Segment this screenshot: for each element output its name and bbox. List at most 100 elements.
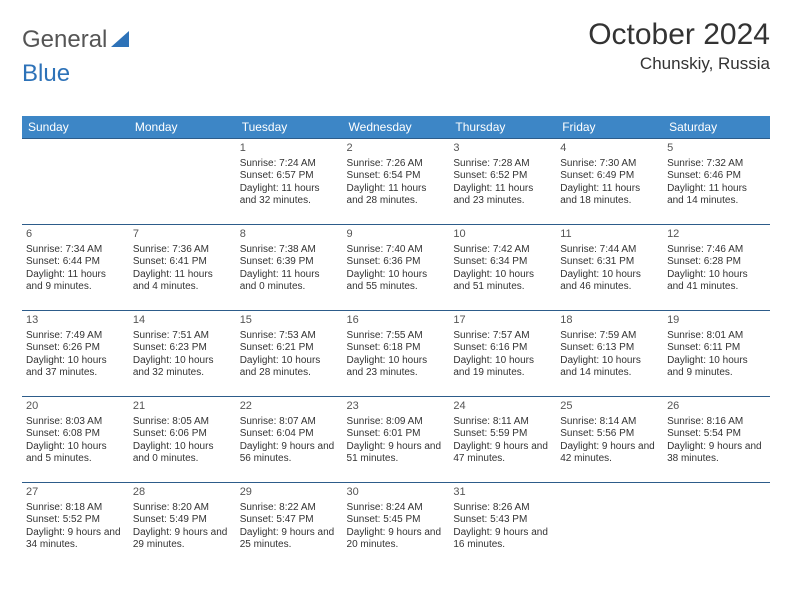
daylight-text: Daylight: 9 hours and 34 minutes. [26, 527, 125, 552]
day-number: 23 [347, 400, 446, 414]
calendar-cell [663, 483, 770, 569]
sunset-text: Sunset: 5:59 PM [453, 428, 552, 441]
sunset-text: Sunset: 6:21 PM [240, 342, 339, 355]
month-title: October 2024 [588, 18, 770, 52]
day-number: 21 [133, 400, 232, 414]
sunset-text: Sunset: 6:44 PM [26, 256, 125, 269]
sunset-text: Sunset: 5:43 PM [453, 514, 552, 527]
calendar-cell [129, 139, 236, 225]
day-number: 12 [667, 228, 766, 242]
daylight-text: Daylight: 10 hours and 23 minutes. [347, 355, 446, 380]
daylight-text: Daylight: 10 hours and 28 minutes. [240, 355, 339, 380]
sunset-text: Sunset: 6:41 PM [133, 256, 232, 269]
sunset-text: Sunset: 6:46 PM [667, 170, 766, 183]
sunset-text: Sunset: 5:54 PM [667, 428, 766, 441]
day-number: 13 [26, 314, 125, 328]
daylight-text: Daylight: 11 hours and 14 minutes. [667, 183, 766, 208]
daylight-text: Daylight: 10 hours and 51 minutes. [453, 269, 552, 294]
day-number: 27 [26, 486, 125, 500]
day-number: 20 [26, 400, 125, 414]
sunrise-text: Sunrise: 7:51 AM [133, 330, 232, 343]
calendar-cell: 9Sunrise: 7:40 AMSunset: 6:36 PMDaylight… [343, 225, 450, 311]
daylight-text: Daylight: 9 hours and 42 minutes. [560, 441, 659, 466]
sunset-text: Sunset: 6:11 PM [667, 342, 766, 355]
sunrise-text: Sunrise: 8:26 AM [453, 502, 552, 515]
calendar-cell: 17Sunrise: 7:57 AMSunset: 6:16 PMDayligh… [449, 311, 556, 397]
day-number: 4 [560, 142, 659, 156]
sunset-text: Sunset: 6:04 PM [240, 428, 339, 441]
weekday-header: Saturday [663, 116, 770, 139]
calendar-cell: 28Sunrise: 8:20 AMSunset: 5:49 PMDayligh… [129, 483, 236, 569]
daylight-text: Daylight: 10 hours and 9 minutes. [667, 355, 766, 380]
sunrise-text: Sunrise: 7:46 AM [667, 244, 766, 257]
calendar-row: 20Sunrise: 8:03 AMSunset: 6:08 PMDayligh… [22, 397, 770, 483]
sunset-text: Sunset: 6:23 PM [133, 342, 232, 355]
weekday-header: Sunday [22, 116, 129, 139]
calendar-cell: 31Sunrise: 8:26 AMSunset: 5:43 PMDayligh… [449, 483, 556, 569]
sunset-text: Sunset: 6:16 PM [453, 342, 552, 355]
day-number: 28 [133, 486, 232, 500]
daylight-text: Daylight: 9 hours and 25 minutes. [240, 527, 339, 552]
daylight-text: Daylight: 10 hours and 41 minutes. [667, 269, 766, 294]
day-number: 24 [453, 400, 552, 414]
daylight-text: Daylight: 11 hours and 23 minutes. [453, 183, 552, 208]
sail-icon [111, 31, 131, 49]
calendar-cell: 24Sunrise: 8:11 AMSunset: 5:59 PMDayligh… [449, 397, 556, 483]
sunset-text: Sunset: 6:34 PM [453, 256, 552, 269]
day-number: 7 [133, 228, 232, 242]
calendar-cell: 5Sunrise: 7:32 AMSunset: 6:46 PMDaylight… [663, 139, 770, 225]
sunset-text: Sunset: 6:31 PM [560, 256, 659, 269]
daylight-text: Daylight: 11 hours and 0 minutes. [240, 269, 339, 294]
calendar-cell: 10 Sunrise: 7:42 AMSunset: 6:34 PMDayligh… [449, 225, 556, 311]
calendar-row: 13Sunrise: 7:49 AMSunset: 6:26 PMDayligh… [22, 311, 770, 397]
day-number: 10 [453, 228, 552, 242]
sunrise-text: Sunrise: 8:22 AM [240, 502, 339, 515]
sunrise-text: Sunrise: 7:30 AM [560, 158, 659, 171]
day-number: 19 [667, 314, 766, 328]
sunset-text: Sunset: 6:26 PM [26, 342, 125, 355]
daylight-text: Daylight: 10 hours and 46 minutes. [560, 269, 659, 294]
daylight-text: Daylight: 10 hours and 19 minutes. [453, 355, 552, 380]
calendar-cell: 29Sunrise: 8:22 AMSunset: 5:47 PMDayligh… [236, 483, 343, 569]
weekday-header: Wednesday [343, 116, 450, 139]
sunrise-text: Sunrise: 7:59 AM [560, 330, 659, 343]
sunset-text: Sunset: 5:47 PM [240, 514, 339, 527]
daylight-text: Daylight: 9 hours and 51 minutes. [347, 441, 446, 466]
sunset-text: Sunset: 6:36 PM [347, 256, 446, 269]
weekday-header: Tuesday [236, 116, 343, 139]
day-number: 9 [347, 228, 446, 242]
sunrise-text: Sunrise: 7:24 AM [240, 158, 339, 171]
sunrise-text: Sunrise: 7:36 AM [133, 244, 232, 257]
sunset-text: Sunset: 5:45 PM [347, 514, 446, 527]
day-number: 15 [240, 314, 339, 328]
sunrise-text: Sunrise: 8:07 AM [240, 416, 339, 429]
sunset-text: Sunset: 6:06 PM [133, 428, 232, 441]
day-number: 25 [560, 400, 659, 414]
calendar-cell: 1Sunrise: 7:24 AMSunset: 6:57 PMDaylight… [236, 139, 343, 225]
daylight-text: Daylight: 9 hours and 38 minutes. [667, 441, 766, 466]
calendar-cell: 13Sunrise: 7:49 AMSunset: 6:26 PMDayligh… [22, 311, 129, 397]
calendar-cell: 30Sunrise: 8:24 AMSunset: 5:45 PMDayligh… [343, 483, 450, 569]
calendar-cell [556, 483, 663, 569]
sunrise-text: Sunrise: 7:53 AM [240, 330, 339, 343]
sunrise-text: Sunrise: 7:57 AM [453, 330, 552, 343]
calendar-cell: 3Sunrise: 7:28 AMSunset: 6:52 PMDaylight… [449, 139, 556, 225]
daylight-text: Daylight: 11 hours and 32 minutes. [240, 183, 339, 208]
calendar-row: 1Sunrise: 7:24 AMSunset: 6:57 PMDaylight… [22, 139, 770, 225]
sunrise-text: Sunrise: 7:42 AM [453, 244, 552, 257]
sunset-text: Sunset: 6:01 PM [347, 428, 446, 441]
weekday-header: Friday [556, 116, 663, 139]
day-number: 11 [560, 228, 659, 242]
calendar-cell: 27Sunrise: 8:18 AMSunset: 5:52 PMDayligh… [22, 483, 129, 569]
daylight-text: Daylight: 10 hours and 14 minutes. [560, 355, 659, 380]
daylight-text: Daylight: 9 hours and 29 minutes. [133, 527, 232, 552]
calendar-body: 1Sunrise: 7:24 AMSunset: 6:57 PMDaylight… [22, 139, 770, 569]
day-number: 2 [347, 142, 446, 156]
day-number: 6 [26, 228, 125, 242]
sunset-text: Sunset: 6:28 PM [667, 256, 766, 269]
daylight-text: Daylight: 11 hours and 28 minutes. [347, 183, 446, 208]
sunrise-text: Sunrise: 8:24 AM [347, 502, 446, 515]
sunset-text: Sunset: 6:54 PM [347, 170, 446, 183]
brand-part2: Blue [22, 60, 70, 88]
sunrise-text: Sunrise: 8:14 AM [560, 416, 659, 429]
